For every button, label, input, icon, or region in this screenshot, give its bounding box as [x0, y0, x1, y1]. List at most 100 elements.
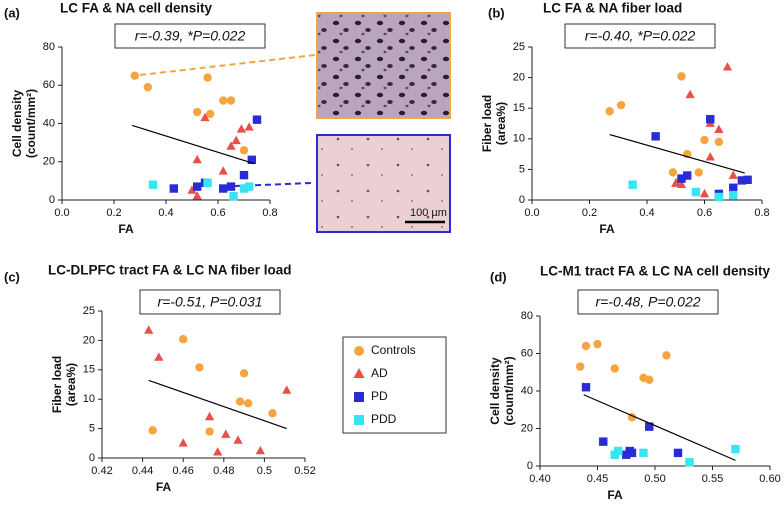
- point: [193, 182, 202, 191]
- point: [685, 89, 695, 99]
- x-tick-label: 0.0: [54, 207, 69, 219]
- point: [714, 192, 724, 202]
- y-tick-label: 0: [519, 194, 525, 206]
- point: [130, 71, 139, 80]
- point: [193, 107, 202, 117]
- point: [268, 409, 277, 418]
- point: [599, 437, 608, 446]
- point: [668, 168, 678, 177]
- point: [743, 175, 752, 185]
- point: [236, 124, 247, 133]
- point: [576, 362, 585, 371]
- y-tick-label: 15: [83, 364, 95, 376]
- point: [683, 171, 692, 180]
- x-tick-label: 0.5: [257, 465, 272, 477]
- point: [233, 435, 243, 444]
- y-axis-label: Cell density: [10, 90, 24, 158]
- panel-label: (d): [490, 269, 507, 284]
- point: [676, 179, 687, 189]
- point: [192, 154, 202, 164]
- x-tick-label: 0.40: [529, 473, 550, 485]
- x-axis-label: FA: [607, 488, 623, 502]
- y-tick-label: 5: [89, 423, 95, 435]
- trend-line: [148, 379, 287, 430]
- point: [143, 82, 152, 92]
- y-tick-label: 60: [43, 79, 55, 91]
- point: [245, 182, 254, 191]
- point: [651, 132, 660, 141]
- panel-label: (a): [4, 5, 20, 20]
- point: [192, 191, 202, 200]
- x-axis-label: FA: [118, 222, 134, 236]
- y-tick-label: 0: [527, 460, 533, 472]
- point: [244, 122, 254, 131]
- point: [700, 135, 709, 145]
- point: [737, 176, 747, 185]
- y-tick-label: 60: [521, 347, 533, 359]
- panel-label: (c): [4, 269, 20, 284]
- point: [671, 178, 681, 187]
- chart-title: LC-M1 tract FA & LC NA cell density: [540, 264, 771, 279]
- y-tick-label: 10: [83, 393, 95, 405]
- point: [662, 351, 671, 360]
- point: [354, 392, 364, 402]
- y-tick-label: 0: [49, 194, 55, 206]
- y-tick-label: 10: [513, 133, 525, 145]
- y-axis-label: Fiber load: [480, 95, 494, 152]
- point: [699, 188, 710, 198]
- panel-label: (b): [488, 5, 505, 20]
- y-tick-label: 20: [521, 422, 533, 434]
- point: [705, 152, 715, 161]
- x-tick-label: 0.46: [172, 465, 193, 477]
- point: [200, 112, 210, 122]
- y-tick-label: 80: [43, 41, 55, 53]
- y-tick-label: 25: [513, 41, 525, 53]
- connector: [139, 54, 316, 76]
- point: [148, 180, 158, 189]
- annotation-box: [577, 289, 719, 315]
- point: [255, 445, 265, 455]
- x-tick-label: 0.55: [702, 473, 723, 485]
- x-tick-label: 0.2: [582, 207, 597, 219]
- point: [614, 446, 623, 456]
- point: [178, 438, 188, 447]
- micrograph-fibers: [316, 134, 451, 233]
- legend-label: AD: [371, 366, 388, 380]
- x-tick-label: 0.6: [697, 207, 712, 219]
- point: [581, 341, 591, 351]
- x-tick-label: 0.0: [524, 207, 539, 219]
- point: [729, 183, 738, 192]
- point: [144, 325, 154, 334]
- point: [206, 109, 215, 119]
- x-tick-label: 0.8: [754, 207, 769, 219]
- point: [204, 411, 215, 421]
- y-tick-label: 40: [43, 117, 55, 129]
- point: [645, 375, 654, 384]
- x-tick-label: 0.45: [587, 473, 608, 485]
- point: [219, 184, 228, 193]
- point: [229, 191, 238, 201]
- point: [706, 115, 715, 124]
- point: [677, 174, 686, 183]
- point: [219, 96, 228, 105]
- legend-label: PD: [371, 389, 388, 403]
- point: [691, 187, 701, 197]
- point: [627, 448, 637, 458]
- point: [354, 346, 364, 356]
- point: [226, 96, 236, 105]
- point: [729, 190, 738, 200]
- x-tick-label: 0.52: [294, 465, 315, 477]
- annotation-box: [114, 23, 266, 49]
- point: [235, 397, 245, 406]
- point: [354, 415, 364, 425]
- chart-title: LC FA & NA fiber load: [543, 1, 682, 16]
- annotation: r=-0.48, P=0.022: [595, 294, 700, 310]
- point: [218, 166, 228, 175]
- point: [231, 135, 241, 145]
- y-tick-label: 15: [513, 102, 525, 114]
- y-tick-label: 20: [83, 334, 95, 346]
- annotation-box: [564, 23, 716, 49]
- point: [714, 137, 724, 147]
- point: [221, 429, 231, 438]
- x-tick-label: 0.44: [132, 465, 153, 477]
